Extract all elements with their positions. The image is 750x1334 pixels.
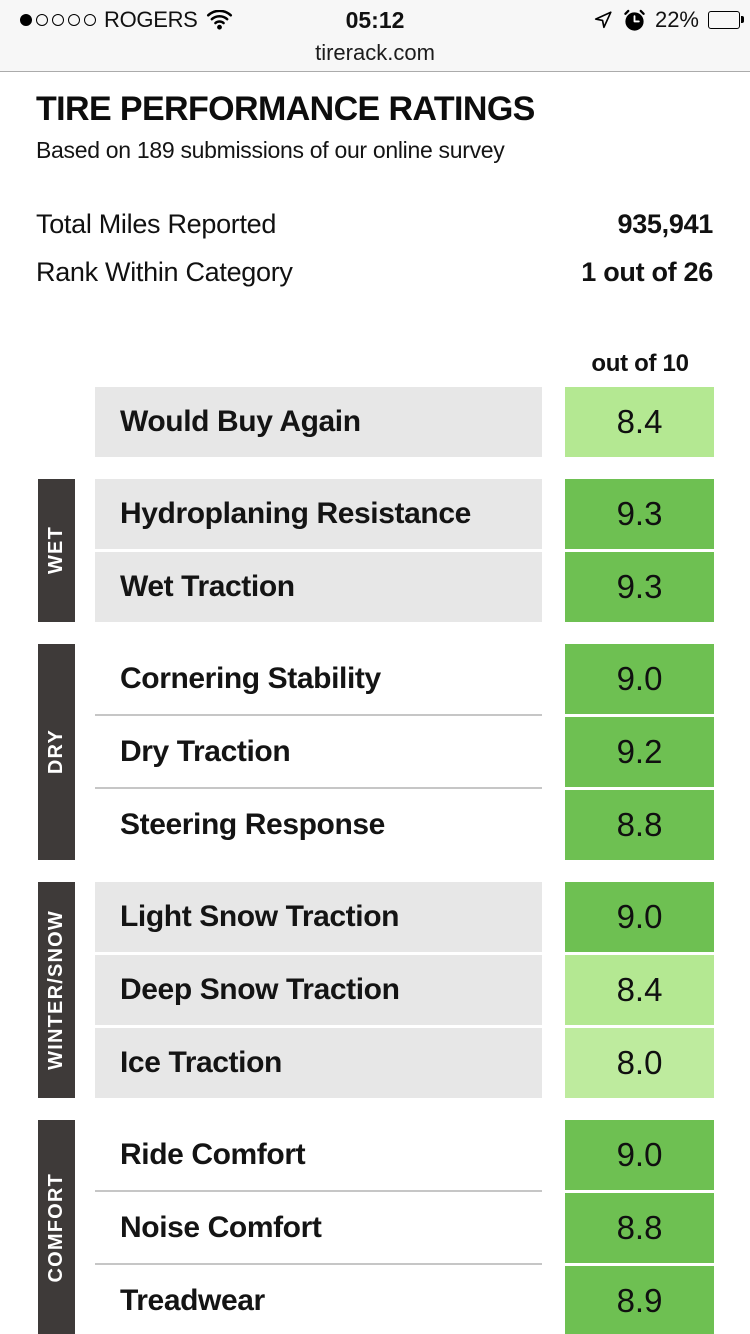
page-content: TIRE PERFORMANCE RATINGS Based on 189 su… xyxy=(0,90,750,288)
rating-row-deep-snow-traction: Deep Snow Traction 8.4 xyxy=(95,954,714,1025)
category-label: COMFORT xyxy=(45,1172,67,1283)
rating-row-hydroplaning-resistance: Hydroplaning Resistance 9.3 xyxy=(95,478,714,549)
signal-dot-empty xyxy=(68,14,80,26)
summary-row-total-miles: Total Miles Reported 935,941 xyxy=(36,209,713,240)
battery-percent-label: 22% xyxy=(654,7,699,32)
location-arrow-icon xyxy=(594,11,612,29)
rating-label: Dry Traction xyxy=(95,713,542,787)
category-label: WINTER/SNOW xyxy=(45,909,67,1070)
ratings-section-comfort: COMFORT Ride Comfort 9.0 Noise Comfort 8… xyxy=(38,1119,750,1334)
ratings-section-wet: WET Hydroplaning Resistance 9.3 Wet Trac… xyxy=(38,478,750,622)
rating-label: Steering Response xyxy=(95,786,542,860)
rating-score: 8.4 xyxy=(565,386,714,457)
alarm-clock-icon xyxy=(624,9,645,31)
signal-dot-filled xyxy=(20,14,32,26)
rating-label: Would Buy Again xyxy=(95,386,542,457)
top-bar: ROGERS 05:12 22% xyxy=(0,0,750,72)
signal-strength-dots xyxy=(20,14,96,26)
rating-label: Wet Traction xyxy=(95,551,542,622)
rating-label: Light Snow Traction xyxy=(95,881,542,952)
page-subtitle: Based on 189 submissions of our online s… xyxy=(36,136,505,163)
rating-score: 9.2 xyxy=(565,716,714,787)
rating-row-light-snow-traction: Light Snow Traction 9.0 xyxy=(95,881,714,952)
ratings-section-winter-snow: WINTER/SNOW Light Snow Traction 9.0 Deep… xyxy=(38,881,750,1098)
summary-stats: Total Miles Reported 935,941 Rank Within… xyxy=(36,209,713,288)
rating-label: Treadwear xyxy=(95,1262,542,1334)
rating-label: Ice Traction xyxy=(95,1027,542,1098)
rating-label: Deep Snow Traction xyxy=(95,954,542,1025)
section-rows: Ride Comfort 9.0 Noise Comfort 8.8 Tread… xyxy=(95,1119,714,1334)
rating-score: 8.8 xyxy=(565,789,714,860)
rating-row-steering-response: Steering Response 8.8 xyxy=(95,786,714,860)
status-bar-left: ROGERS xyxy=(10,7,233,33)
rating-row-dry-traction: Dry Traction 9.2 xyxy=(95,713,714,787)
category-label: WET xyxy=(45,526,67,575)
section-rows: Would Buy Again 8.4 xyxy=(95,386,714,457)
ratings-section-overall: Would Buy Again 8.4 xyxy=(38,386,750,457)
summary-value: 1 out of 26 xyxy=(581,256,713,287)
section-rows: Cornering Stability 9.0 Dry Traction 9.2… xyxy=(95,643,714,860)
signal-dot-empty xyxy=(52,14,64,26)
category-bar-comfort: COMFORT xyxy=(38,1119,75,1334)
summary-label: Rank Within Category xyxy=(36,256,293,287)
status-bar: ROGERS 05:12 22% xyxy=(0,0,750,40)
rating-row-treadwear: Treadwear 8.9 xyxy=(95,1262,714,1334)
ratings-section-dry: DRY Cornering Stability 9.0 Dry Traction… xyxy=(38,643,750,860)
summary-row-rank: Rank Within Category 1 out of 26 xyxy=(36,257,713,288)
summary-value: 935,941 xyxy=(617,208,714,239)
category-spacer xyxy=(38,387,75,457)
rating-row-ice-traction: Ice Traction 8.0 xyxy=(95,1027,714,1098)
signal-dot-empty xyxy=(84,14,96,26)
carrier-label: ROGERS xyxy=(104,7,198,32)
rating-score: 8.9 xyxy=(565,1265,714,1334)
rating-row-noise-comfort: Noise Comfort 8.8 xyxy=(95,1189,714,1263)
summary-label: Total Miles Reported xyxy=(36,208,277,239)
ratings-table: Would Buy Again 8.4 WET Hydroplaning Res… xyxy=(38,386,750,1334)
rating-score: 8.0 xyxy=(565,1027,714,1098)
rating-row-ride-comfort: Ride Comfort 9.0 xyxy=(95,1119,714,1190)
rating-score: 9.3 xyxy=(565,478,714,549)
rating-row-would-buy-again: Would Buy Again 8.4 xyxy=(95,386,714,457)
scale-label: out of 10 xyxy=(591,349,689,377)
category-bar-dry: DRY xyxy=(38,643,75,860)
rating-score: 8.4 xyxy=(565,954,714,1025)
rating-score: 9.0 xyxy=(565,643,714,714)
page-title: TIRE PERFORMANCE RATINGS xyxy=(36,90,535,128)
rating-score: 8.8 xyxy=(565,1192,714,1263)
rating-label: Ride Comfort xyxy=(120,1137,306,1171)
battery-icon xyxy=(708,11,744,29)
rating-label: Hydroplaning Resistance xyxy=(95,478,542,549)
category-bar-wet: WET xyxy=(38,478,75,622)
url-text[interactable]: tirerack.com xyxy=(315,40,435,65)
rating-row-wet-traction: Wet Traction 9.3 xyxy=(95,551,714,622)
section-rows: Light Snow Traction 9.0 Deep Snow Tracti… xyxy=(95,881,714,1098)
rating-label: Noise Comfort xyxy=(95,1189,542,1263)
rating-score: 9.3 xyxy=(565,551,714,622)
wifi-icon xyxy=(206,10,232,30)
signal-dot-empty xyxy=(36,14,48,26)
status-bar-right: 22% xyxy=(592,7,744,33)
section-rows: Hydroplaning Resistance 9.3 Wet Traction… xyxy=(95,478,714,622)
rating-score: 9.0 xyxy=(565,1119,714,1190)
url-bar[interactable]: tirerack.com xyxy=(0,40,750,71)
category-bar-winter-snow: WINTER/SNOW xyxy=(38,881,75,1098)
rating-row-cornering-stability: Cornering Stability 9.0 xyxy=(95,643,714,714)
category-label: DRY xyxy=(45,729,67,775)
rating-score: 9.0 xyxy=(565,881,714,952)
rating-label: Cornering Stability xyxy=(120,661,381,695)
